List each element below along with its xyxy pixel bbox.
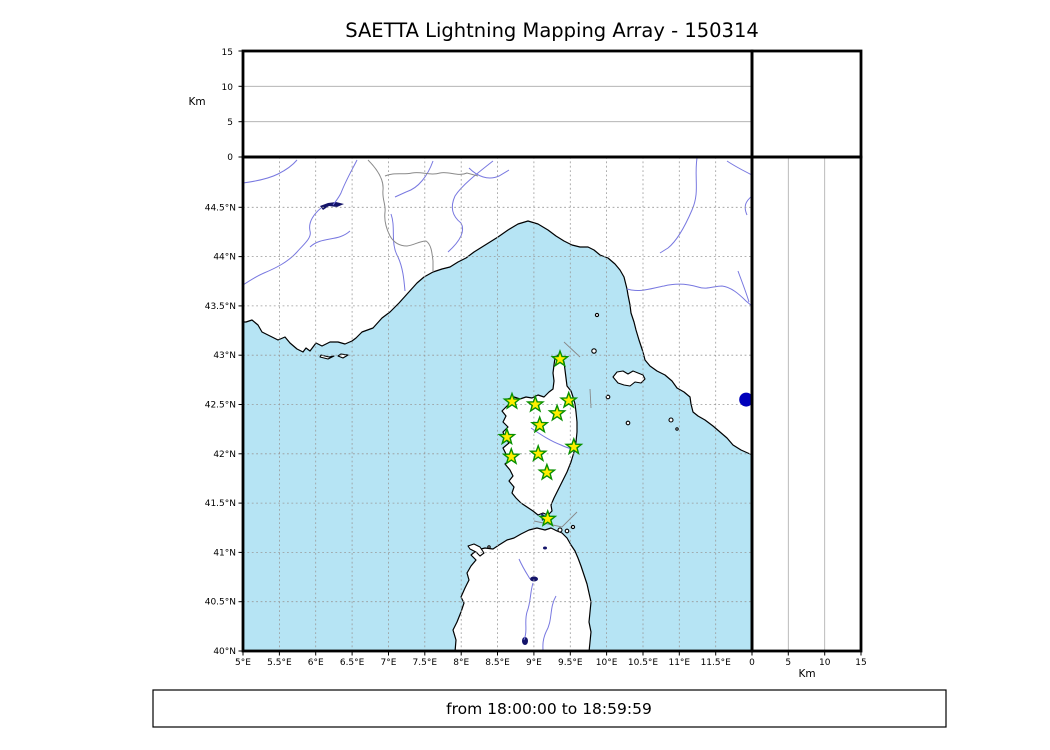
lma-station-star [502, 391, 522, 410]
alt-bottom-tick-5: 5 [785, 658, 791, 668]
alt-bottom-tick-labels: 0 5 10 15 Km [749, 658, 867, 680]
mainland-coastline [243, 157, 752, 456]
corner-box [752, 51, 861, 157]
lon-tick: 6°E [308, 658, 324, 668]
time-window-box: from 18:00:00 to 18:59:59 [152, 689, 947, 728]
lma-station-star [559, 390, 579, 409]
lon-tick: 10.5°E [628, 658, 659, 668]
alt-bottom-tick-15: 15 [855, 658, 866, 668]
lat-tick: 44°N [213, 253, 236, 263]
lma-station-star [497, 426, 517, 446]
rivers [243, 157, 752, 651]
lat-tick: 43°N [213, 351, 236, 361]
lma-station-star [538, 508, 558, 527]
time-window-frame [152, 689, 947, 728]
data-layer [497, 349, 754, 527]
lon-tick: 7.5°E [413, 658, 438, 668]
lat-tick-labels: 44.5°N 44°N 43.5°N 43°N 42.5°N 42°N 41.5… [205, 203, 236, 657]
lon-tick-labels: 5°E 5.5°E 6°E 6.5°E 7°E 7.5°E 8°E 8.5°E … [235, 658, 731, 668]
lat-tick: 42°N [213, 450, 236, 460]
alt-lat-gridlines [787, 157, 826, 651]
lma-station-star [550, 349, 570, 368]
alt-lon-panel-bg [243, 51, 752, 157]
map-axis-ticks [238, 206, 862, 656]
lma-station-star [528, 443, 548, 462]
lon-tick: 8.5°E [485, 658, 510, 668]
lma-station-star [501, 446, 521, 465]
alt-lat-panel-bg [752, 157, 861, 651]
lma-station-star [530, 415, 550, 434]
lat-tick: 41°N [213, 548, 236, 558]
lat-tick: 44.5°N [205, 203, 236, 213]
alt-bottom-tick-10: 10 [819, 658, 831, 668]
lat-tick: 41.5°N [205, 499, 236, 509]
lma-station-star [525, 394, 545, 413]
lon-tick: 8°E [453, 658, 469, 668]
small-islands [319, 312, 679, 557]
alt-bottom-tick-0: 0 [749, 658, 755, 668]
lightning-source-dot [739, 392, 754, 407]
lma-station-star [547, 403, 567, 422]
alt-lon-panel: 0 5 10 15 Km [188, 48, 752, 163]
lat-tick: 42.5°N [205, 401, 236, 411]
alt-lon-gridlines [243, 85, 752, 123]
lma-station-star [564, 436, 584, 456]
lat-tick: 43.5°N [205, 302, 236, 312]
country-borders [367, 159, 479, 272]
lon-tick: 10°E [596, 658, 618, 668]
lon-tick: 5°E [235, 658, 251, 668]
lon-tick: 11°E [668, 658, 690, 668]
sardinia-coastline [452, 527, 592, 651]
lon-tick: 5.5°E [267, 658, 292, 668]
alt-left-tick-10: 10 [222, 83, 234, 93]
alt-bottom-axis-label: Km [798, 668, 815, 680]
page-title: SAETTA Lightning Mapping Array - 150314 [345, 19, 759, 42]
alt-left-tick-5: 5 [227, 118, 233, 128]
map-panel [243, 157, 752, 651]
lat-tick: 40.5°N [205, 598, 236, 608]
corsica-coastline [501, 354, 578, 516]
alt-lat-panel [752, 157, 861, 651]
lon-tick: 9°E [526, 658, 542, 668]
lon-tick: 6.5°E [340, 658, 365, 668]
lon-tick: 11.5°E [701, 658, 732, 668]
lma-station-star [537, 462, 557, 481]
lon-tick: 7°E [381, 658, 397, 668]
alt-left-tick-0: 0 [227, 153, 233, 163]
time-window-text: from 18:00:00 to 18:59:59 [446, 700, 652, 718]
lon-tick: 9.5°E [558, 658, 583, 668]
alt-left-tick-15: 15 [222, 48, 233, 58]
alt-left-axis-label: Km [188, 96, 205, 108]
lat-tick: 40°N [213, 647, 236, 657]
